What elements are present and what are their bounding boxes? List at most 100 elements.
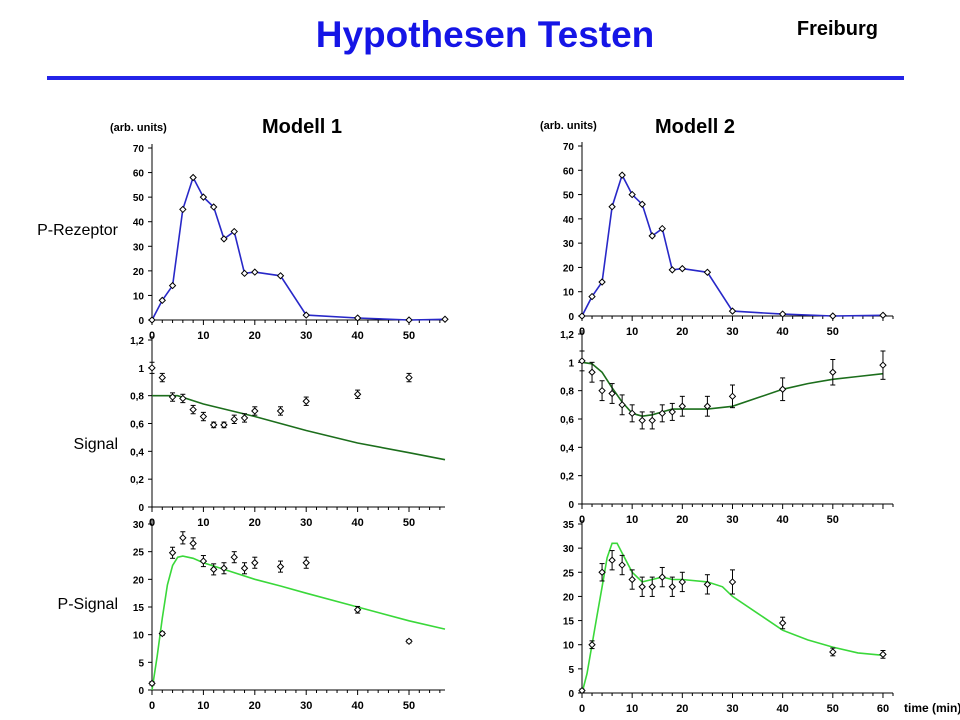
y-tick-label: 1,2 [130, 336, 144, 347]
x-tick-label: 50 [827, 326, 839, 338]
data-point [168, 281, 177, 290]
y-tick-label: 1 [138, 364, 144, 375]
x-tick-label: 30 [300, 700, 312, 712]
data-point [638, 200, 646, 208]
units-label-2: (arb. units) [540, 120, 597, 132]
x-tick-label: 20 [676, 514, 688, 526]
y-tick-label: 15 [563, 617, 575, 628]
data-point [578, 686, 586, 695]
data-point [598, 278, 606, 286]
x-tick-label: 30 [726, 703, 738, 715]
y-tick-label: 60 [563, 166, 575, 177]
y-tick-label: 0,6 [560, 415, 574, 426]
data-point [648, 583, 656, 591]
data-point [618, 561, 626, 569]
data-point [209, 565, 218, 574]
data-point [230, 415, 238, 424]
institution-label: Freiburg [796, 18, 878, 40]
y-tick-label: 0,2 [130, 475, 144, 486]
data-point [628, 575, 636, 584]
data-point [158, 629, 166, 638]
x-tick-label: 40 [777, 703, 789, 715]
data-point [302, 397, 310, 405]
receptor-series-line [151, 175, 446, 321]
y-tick-label: 20 [133, 267, 145, 278]
data-point [678, 264, 687, 273]
x-tick-label: 40 [351, 330, 363, 342]
y-tick-label: 10 [563, 641, 575, 652]
plot-5: 0 5 10 15 20 25 30 0 10 20 30 40 50 [133, 520, 446, 712]
data-point [648, 232, 656, 240]
y-tick-label: 40 [133, 218, 145, 229]
data-point [179, 205, 187, 214]
data-point [608, 389, 616, 398]
data-point [199, 193, 208, 201]
x-tick-label: 40 [777, 514, 789, 526]
y-tick-label: 0 [138, 686, 144, 697]
data-point [276, 272, 285, 280]
x-tick-label: 0 [579, 703, 585, 715]
data-point [638, 416, 646, 425]
y-tick-label: 0,4 [560, 443, 574, 454]
data-point [598, 568, 606, 576]
data-point [179, 394, 187, 403]
data-point [658, 573, 666, 581]
x-tick-label: 30 [726, 326, 738, 338]
data-point [240, 269, 249, 278]
data-point [441, 315, 449, 323]
data-point [829, 312, 837, 320]
plot-3: 00,20,40,60,811,201020304050 [130, 336, 446, 529]
x-tick-label: 0 [149, 700, 155, 712]
x-tick-label: 50 [827, 514, 839, 526]
receptor-series-line [581, 173, 884, 317]
data-point [230, 227, 238, 236]
data-point [220, 564, 228, 572]
data-point [628, 409, 636, 418]
data-point [648, 416, 656, 425]
y-tick-label: 0 [568, 689, 574, 700]
x-tick-label: 10 [197, 517, 209, 529]
y-tick-label: 60 [133, 169, 145, 180]
y-tick-label: 1,2 [560, 330, 574, 341]
data-point [276, 562, 285, 571]
data-point [778, 619, 787, 627]
x-tick-label: 20 [249, 517, 261, 529]
fit-curve [581, 542, 884, 694]
y-tick-label: 15 [133, 603, 145, 614]
data-point [829, 648, 837, 656]
data-point [598, 386, 606, 395]
data-point [778, 385, 787, 393]
y-tick-label: 0,4 [130, 447, 144, 458]
data-point [158, 296, 166, 305]
x-tick-label: 40 [351, 517, 363, 529]
plot-6: 0 5 10 15 20 25 30 35 0 10 20 30 40 50 60 [563, 520, 894, 715]
data-point [179, 534, 187, 542]
data-point [251, 407, 259, 415]
x-tick-label: 30 [300, 330, 312, 342]
x-tick-label: 30 [300, 517, 312, 529]
x-tick-label: 40 [777, 326, 789, 338]
data-point [728, 392, 737, 401]
data-point [578, 357, 586, 365]
data-point [189, 405, 197, 414]
data-point [638, 583, 646, 591]
data-point [405, 637, 413, 646]
x-tick-label: 10 [626, 703, 638, 715]
data-point [353, 390, 362, 398]
data-point [879, 650, 887, 659]
y-tick-label: 10 [133, 631, 145, 642]
data-point [703, 402, 712, 410]
row-label-p-rezeptor: P-Rezeptor [37, 222, 119, 239]
y-tick-label: 30 [563, 239, 575, 250]
page-title: Hypothesen Testen [315, 14, 655, 55]
data-point [220, 235, 228, 243]
data-point [405, 373, 413, 382]
plot-1: 01020304050607001020304050 [133, 144, 449, 342]
data-point [189, 539, 197, 548]
data-point [199, 557, 208, 565]
row-label-signal: Signal [74, 436, 118, 453]
x-tick-label: 20 [249, 700, 261, 712]
data-point [276, 407, 285, 415]
data-point [588, 368, 596, 376]
